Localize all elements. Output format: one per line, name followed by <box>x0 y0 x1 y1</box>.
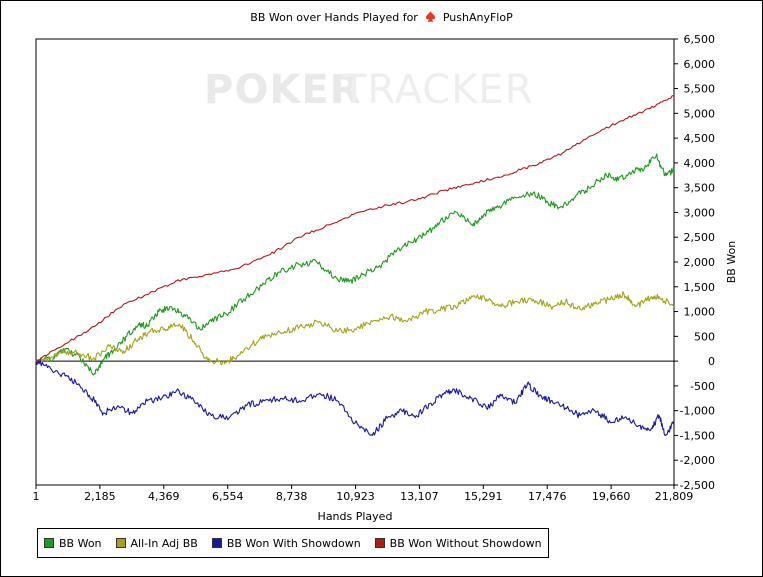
y-tick-label: 6,500 <box>684 33 716 46</box>
spade-icon <box>424 10 438 23</box>
chart-title: BB Won over Hands Played for PushAnyFloP <box>0 10 763 24</box>
x-tick-label: 1 <box>33 490 40 503</box>
series-line-3 <box>35 359 675 436</box>
watermark-light: TRACKER <box>341 67 534 113</box>
y-tick-label: -2,000 <box>680 454 715 467</box>
x-tick-label: 8,738 <box>276 490 308 503</box>
player-name: PushAnyFloP <box>442 11 513 24</box>
x-tick-label: 17,476 <box>528 490 567 503</box>
y-tick-label: -1,000 <box>680 405 715 418</box>
x-tick-label: 13,107 <box>400 490 439 503</box>
y-tick-label: 1,500 <box>684 281 716 294</box>
x-tick-label: 19,660 <box>592 490 631 503</box>
watermark: POKER TRACKER <box>204 67 534 113</box>
y-tick-label: 2,500 <box>684 231 716 244</box>
y-tick-label: 5,000 <box>684 107 716 120</box>
x-tick-label: 6,554 <box>212 490 244 503</box>
y-tick-label: 6,000 <box>684 58 716 71</box>
y-tick-label: 4,500 <box>684 132 716 145</box>
y-axis-label: BB Won <box>725 241 738 284</box>
legend-label: BB Won <box>59 536 102 550</box>
y-axis: -2,500 -2,000 -1,500 -1,000 -500 0 500 1,000 1,5… <box>674 33 715 492</box>
x-tick-label: 4,369 <box>148 490 180 503</box>
y-tick-label: -1,500 <box>680 429 715 442</box>
legend-label: BB Won Without Showdown <box>389 536 542 550</box>
y-tick-label: -2,500 <box>680 479 715 492</box>
y-tick-label: 4,000 <box>684 157 716 170</box>
legend-item: BB Won With Showdown <box>211 536 361 550</box>
y-tick-label: 3,000 <box>684 206 716 219</box>
legend-label: BB Won With Showdown <box>226 536 361 550</box>
legend-swatch <box>44 538 54 548</box>
series-line-2 <box>35 291 675 366</box>
series-line-1 <box>35 153 675 376</box>
y-tick-label: 0 <box>708 355 715 368</box>
legend-swatch <box>115 538 126 548</box>
x-axis: 1 2,185 4,369 6,554 8,738 10,923 13,107 15,291 1… <box>33 485 694 503</box>
x-axis-label: Hands Played <box>318 510 393 523</box>
series-line-4 <box>35 95 675 362</box>
legend: BB Won All-In Adj BB BB Won With Showdown B… <box>37 528 549 558</box>
x-tick-label: 21,809 <box>655 490 694 503</box>
legend-swatch <box>374 538 385 548</box>
y-tick-label: 3,500 <box>684 182 716 195</box>
y-tick-label: 2,000 <box>684 256 716 269</box>
x-tick-label: 2,185 <box>84 490 116 503</box>
y-tick-label: 1,000 <box>684 306 716 319</box>
legend-item: BB Won Without Showdown <box>374 536 542 550</box>
legend-swatch <box>211 538 222 548</box>
y-tick-label: 500 <box>694 330 715 343</box>
legend-item: All-In Adj BB <box>115 536 198 550</box>
x-tick-label: 15,291 <box>464 490 503 503</box>
legend-label: All-In Adj BB <box>130 536 198 550</box>
y-tick-label: -500 <box>690 380 715 393</box>
legend-item: BB Won <box>44 537 102 550</box>
watermark-bold: POKER <box>204 67 361 113</box>
chart-title-prefix: BB Won over Hands Played for <box>250 11 418 24</box>
x-tick-label: 10,923 <box>336 490 375 503</box>
series-lines <box>35 95 675 436</box>
y-tick-label: 5,500 <box>684 83 716 96</box>
